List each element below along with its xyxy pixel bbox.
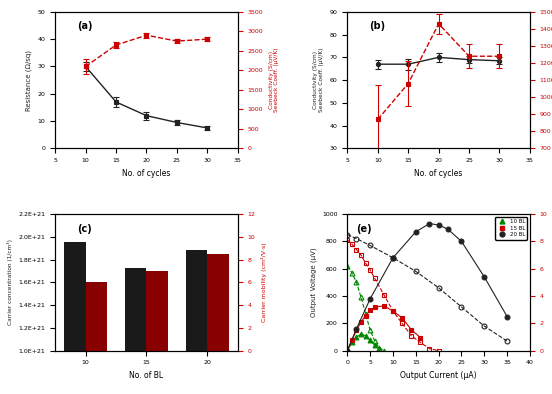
Y-axis label: Carrier mobility (cm²/V·s): Carrier mobility (cm²/V·s): [261, 243, 267, 322]
Y-axis label: Conductivity (S/cm)
Seebeck Coeff. (μV/K): Conductivity (S/cm) Seebeck Coeff. (μV/K…: [314, 48, 324, 112]
Y-axis label: Carrier concentration (1/cm³): Carrier concentration (1/cm³): [7, 239, 13, 325]
Text: (a): (a): [77, 21, 93, 32]
Bar: [146, 271, 168, 351]
Legend: 10 BL, 15 BL, 20 BL: 10 BL, 15 BL, 20 BL: [495, 217, 527, 240]
Bar: [125, 268, 146, 394]
X-axis label: No. of BL: No. of BL: [129, 371, 163, 380]
Y-axis label: Resistance (Ω/sq): Resistance (Ω/sq): [25, 50, 32, 111]
X-axis label: No. of cycles: No. of cycles: [415, 169, 463, 178]
Y-axis label: Output Voltage (μV): Output Voltage (μV): [310, 247, 316, 317]
Bar: [186, 251, 208, 394]
Y-axis label: Conductivity (S/cm)
Seebeck Coeff. (μV/K): Conductivity (S/cm) Seebeck Coeff. (μV/K…: [269, 48, 279, 112]
Text: (e): (e): [357, 223, 372, 234]
X-axis label: Output Current (μA): Output Current (μA): [400, 371, 477, 380]
Bar: [208, 254, 229, 351]
Bar: [86, 282, 107, 351]
Bar: [65, 242, 86, 394]
Text: (b): (b): [369, 21, 385, 32]
X-axis label: No. of cycles: No. of cycles: [123, 169, 171, 178]
Text: (c): (c): [77, 223, 92, 234]
